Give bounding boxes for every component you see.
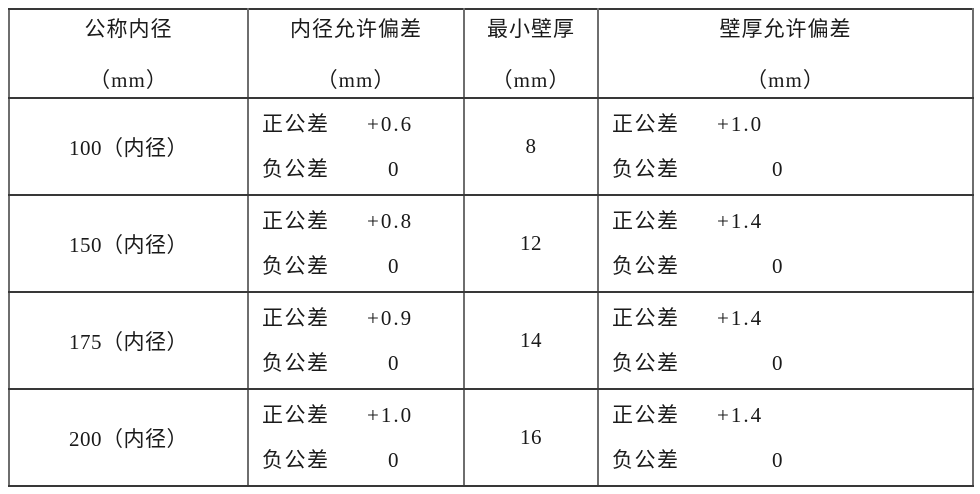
header-title: 壁厚允许偏差 <box>719 17 852 41</box>
header-title: 公称内径 <box>84 17 173 41</box>
header-unit: （mm） <box>746 68 825 92</box>
cell-nominal-id: 100（内径） <box>8 97 249 196</box>
cell-nominal-id: 200（内径） <box>8 388 249 487</box>
header-unit: （mm） <box>316 68 396 92</box>
neg-tolerance-label: 负公差 <box>262 351 330 375</box>
cell-id-tolerance: 正公差 +1.0 负公差 0 <box>247 388 465 487</box>
pos-tolerance-label: 正公差 <box>612 403 680 427</box>
neg-tolerance-label: 负公差 <box>262 254 330 278</box>
table-row: 150（内径） 正公差 +0.8 负公差 0 12 <box>8 194 974 293</box>
cell-nominal-id: 175（内径） <box>8 291 249 390</box>
neg-tolerance-label: 负公差 <box>262 448 330 472</box>
cell-wall-tolerance: 正公差 +1.4 负公差 0 <box>597 291 974 390</box>
pos-tolerance-value: +1.0 <box>717 112 764 136</box>
spec-table: 公称内径 （mm） 内径允许偏差 （mm） 最小壁厚 （mm） <box>8 8 974 487</box>
pos-tolerance-label: 正公差 <box>612 112 680 136</box>
cell-id-tolerance: 正公差 +0.9 负公差 0 <box>247 291 465 390</box>
pos-tolerance-label: 正公差 <box>262 209 330 233</box>
cell-nominal-id: 150（内径） <box>8 194 249 293</box>
cell-min-wall: 14 <box>463 291 599 390</box>
cell-min-wall: 8 <box>463 97 599 196</box>
neg-tolerance-value: 0 <box>772 448 785 472</box>
cell-id-tolerance: 正公差 +0.6 负公差 0 <box>247 97 465 196</box>
neg-tolerance-label: 负公差 <box>612 254 680 278</box>
neg-tolerance-value: 0 <box>388 157 401 181</box>
neg-tolerance-value: 0 <box>388 351 401 375</box>
cell-wall-tolerance: 正公差 +1.0 负公差 0 <box>597 97 974 196</box>
header-unit: （mm） <box>89 68 168 92</box>
cell-min-wall: 12 <box>463 194 599 293</box>
cell-wall-tolerance: 正公差 +1.4 负公差 0 <box>597 194 974 293</box>
pos-tolerance-value: +1.4 <box>717 306 764 330</box>
neg-tolerance-label: 负公差 <box>612 351 680 375</box>
pos-tolerance-label: 正公差 <box>262 306 330 330</box>
cell-wall-tolerance: 正公差 +1.4 负公差 0 <box>597 388 974 487</box>
cell-id-tolerance: 正公差 +0.8 负公差 0 <box>247 194 465 293</box>
neg-tolerance-label: 负公差 <box>262 157 330 181</box>
pos-tolerance-value: +1.0 <box>367 403 414 427</box>
neg-tolerance-value: 0 <box>772 351 785 375</box>
header-title: 内径允许偏差 <box>290 17 422 41</box>
neg-tolerance-value: 0 <box>772 157 785 181</box>
pos-tolerance-value: +1.4 <box>717 209 764 233</box>
header-row: 公称内径 （mm） 内径允许偏差 （mm） 最小壁厚 （mm） <box>8 8 974 99</box>
neg-tolerance-label: 负公差 <box>612 157 680 181</box>
pos-tolerance-label: 正公差 <box>262 112 330 136</box>
neg-tolerance-value: 0 <box>388 254 401 278</box>
pos-tolerance-value: +0.8 <box>367 209 414 233</box>
table-row: 200（内径） 正公差 +1.0 负公差 0 16 <box>8 388 974 487</box>
neg-tolerance-label: 负公差 <box>612 448 680 472</box>
header-min-wall: 最小壁厚 （mm） <box>463 8 599 99</box>
pos-tolerance-label: 正公差 <box>612 306 680 330</box>
neg-tolerance-value: 0 <box>388 448 401 472</box>
header-id-tolerance: 内径允许偏差 （mm） <box>247 8 465 99</box>
pos-tolerance-value: +0.9 <box>367 306 414 330</box>
table-row: 175（内径） 正公差 +0.9 负公差 0 14 <box>8 291 974 390</box>
header-nominal-id: 公称内径 （mm） <box>8 8 249 99</box>
header-unit: （mm） <box>491 68 571 92</box>
table-row: 100（内径） 正公差 +0.6 负公差 0 8 <box>8 97 974 196</box>
pos-tolerance-label: 正公差 <box>262 403 330 427</box>
neg-tolerance-value: 0 <box>772 254 785 278</box>
pos-tolerance-label: 正公差 <box>612 209 680 233</box>
cell-min-wall: 16 <box>463 388 599 487</box>
header-title: 最小壁厚 <box>487 17 575 41</box>
pos-tolerance-value: +1.4 <box>717 403 764 427</box>
header-wall-tolerance: 壁厚允许偏差 （mm） <box>597 8 974 99</box>
pos-tolerance-value: +0.6 <box>367 112 414 136</box>
